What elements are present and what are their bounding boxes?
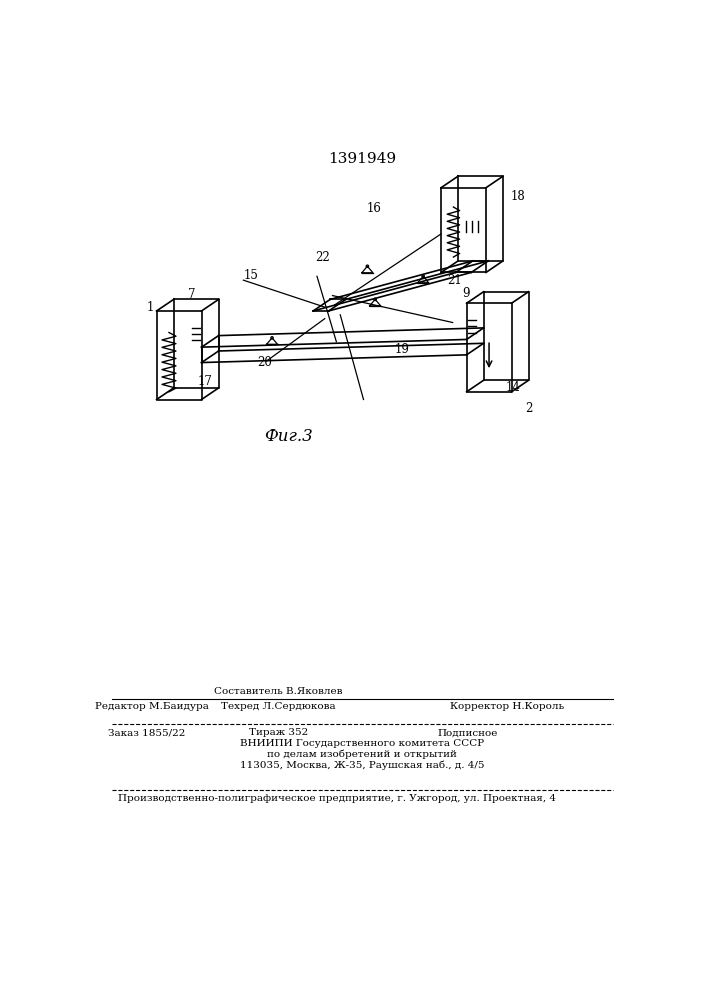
Text: Редактор М.Баидура: Редактор М.Баидура <box>95 702 209 711</box>
Text: 16: 16 <box>366 202 381 215</box>
Text: Производственно-полиграфическое предприятие, г. Ужгород, ул. Проектная, 4: Производственно-полиграфическое предприя… <box>118 794 556 803</box>
Text: Корректор Н.Король: Корректор Н.Король <box>450 702 564 711</box>
Text: Подписное: Подписное <box>438 728 498 737</box>
Text: 19: 19 <box>395 343 409 356</box>
Text: 7: 7 <box>189 288 196 301</box>
Text: Тираж 352: Тираж 352 <box>249 728 308 737</box>
Text: 2: 2 <box>526 402 533 415</box>
Text: 9: 9 <box>462 287 469 300</box>
Text: 1391949: 1391949 <box>328 152 396 166</box>
Text: 113035, Москва, Ж-35, Раушская наб., д. 4/5: 113035, Москва, Ж-35, Раушская наб., д. … <box>240 761 484 770</box>
Text: ВНИИПИ Государственного комитета СССР: ВНИИПИ Государственного комитета СССР <box>240 739 484 748</box>
Text: 22: 22 <box>315 251 329 264</box>
Text: Техред Л.Сердюкова: Техред Л.Сердюкова <box>221 702 336 711</box>
Text: 15: 15 <box>244 269 259 282</box>
Text: 20: 20 <box>257 356 272 369</box>
Text: по делам изобретений и открытий: по делам изобретений и открытий <box>267 750 457 759</box>
Text: Фиг.3: Фиг.3 <box>264 428 312 445</box>
Text: 17: 17 <box>197 375 212 388</box>
Text: 21: 21 <box>448 274 462 287</box>
Text: 18: 18 <box>511 190 526 204</box>
Text: Заказ 1855/22: Заказ 1855/22 <box>107 728 185 737</box>
Text: 14: 14 <box>506 381 520 394</box>
Text: 1: 1 <box>146 301 154 314</box>
Text: Составитель В.Яковлев: Составитель В.Яковлев <box>214 687 342 696</box>
